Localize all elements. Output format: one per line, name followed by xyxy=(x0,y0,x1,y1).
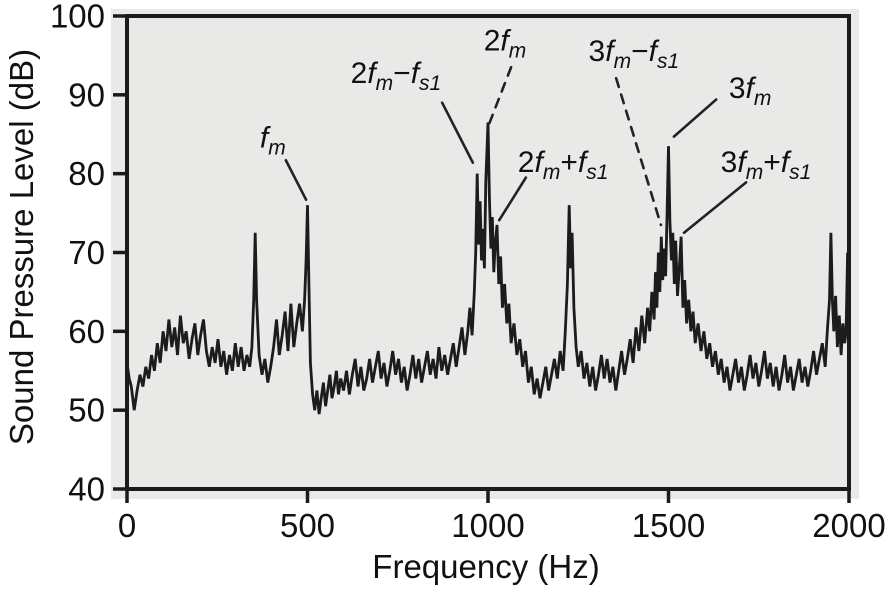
x-tick-label: 500 xyxy=(280,507,335,544)
x-tick-label: 2000 xyxy=(812,507,885,544)
annotations-group: fm 2fm−fs1 2fm 2fm+fs1 3fm−fs1 3fm 3fm+fs1 xyxy=(260,25,812,235)
y-tick-label: 60 xyxy=(68,313,105,350)
spectrum-line xyxy=(125,122,851,415)
x-axis-label: Frequency (Hz) xyxy=(372,548,599,585)
annotation-leader-line xyxy=(682,181,748,235)
y-tick-label: 90 xyxy=(68,76,105,113)
y-tick-label: 50 xyxy=(68,392,105,429)
annotation-leader-line xyxy=(440,101,475,164)
annotation-leader-line xyxy=(487,65,513,126)
annotation-label: 3fm−fs1 xyxy=(589,35,680,73)
y-tick-label: 80 xyxy=(68,155,105,192)
x-tick-label: 1000 xyxy=(451,507,524,544)
annotation-label: 3fm xyxy=(729,72,772,110)
annotation-leader-line xyxy=(497,176,528,222)
annotation-label: 2fm−fs1 xyxy=(351,57,442,95)
spectrum-series-group xyxy=(125,122,851,415)
annotation-leader-line xyxy=(614,76,663,227)
x-tick-label: 1500 xyxy=(632,507,705,544)
axis-ticks-group: 100 90 80 70 60 50 40 0 500 1000 1500 2000 xyxy=(50,0,886,544)
y-tick-label: 40 xyxy=(68,471,105,508)
y-axis-label: Sound Pressure Level (dB) xyxy=(3,49,40,445)
x-tick-label: 0 xyxy=(118,507,136,544)
y-tick-label: 100 xyxy=(50,0,105,35)
annotation-label: 3fm+fs1 xyxy=(721,146,812,184)
annotation-label: fm xyxy=(260,122,286,160)
annotation-label: 2fm xyxy=(484,25,527,63)
annotation-leader-line xyxy=(284,158,308,201)
y-tick-label: 70 xyxy=(68,234,105,271)
annotation-label: 2fm+fs1 xyxy=(518,146,609,184)
annotation-leader-line xyxy=(672,98,718,138)
